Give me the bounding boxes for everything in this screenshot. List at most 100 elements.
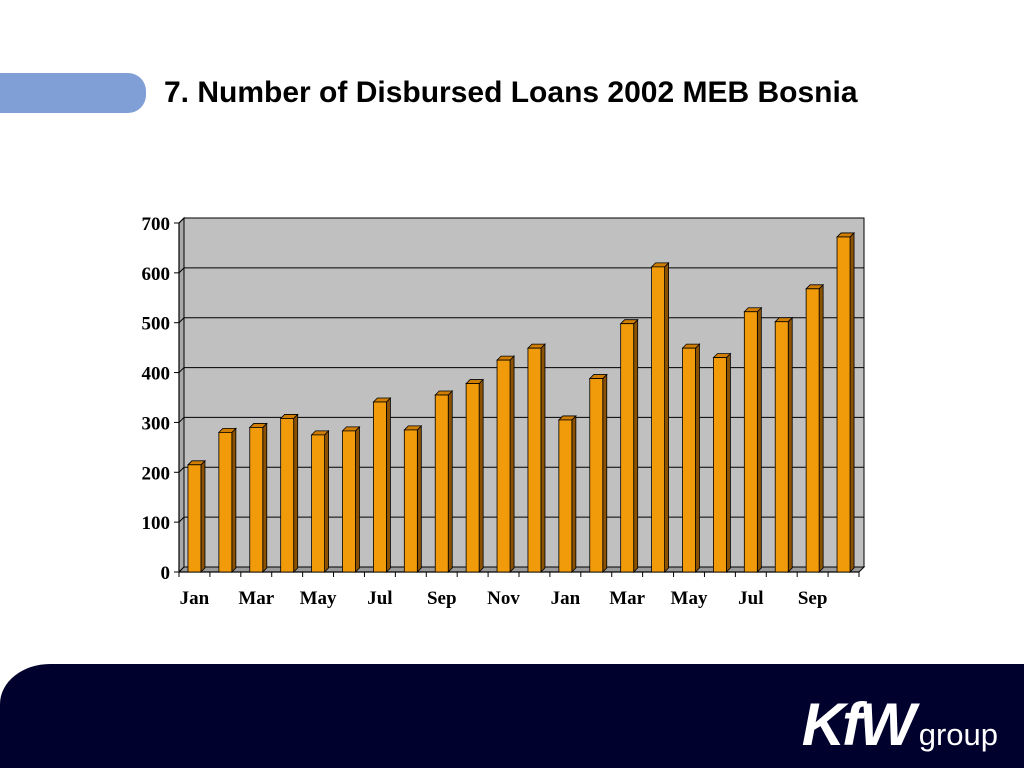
plot-side-wall bbox=[178, 216, 185, 574]
bar bbox=[341, 425, 361, 573]
bar-front bbox=[280, 418, 295, 573]
bar bbox=[650, 261, 670, 573]
bar-front bbox=[836, 236, 851, 573]
logo-group-text: group bbox=[918, 717, 998, 752]
bar bbox=[681, 343, 701, 573]
y-tick-label: 700 bbox=[142, 214, 171, 235]
x-axis-labels: Jan Mar May Jul Sep Nov Jan Mar May Jul Sep bbox=[180, 588, 828, 609]
bar-side bbox=[756, 306, 762, 573]
bar-side bbox=[293, 413, 299, 573]
bar-front bbox=[496, 359, 511, 573]
bar-front bbox=[187, 464, 202, 573]
bar-front bbox=[465, 383, 480, 573]
bar-front bbox=[249, 427, 264, 573]
bar-front bbox=[527, 347, 542, 573]
bar bbox=[805, 283, 825, 573]
x-tick-label: Jan bbox=[551, 588, 581, 609]
bar-side bbox=[386, 397, 391, 573]
bar-side bbox=[540, 343, 546, 573]
y-tick-label: 200 bbox=[142, 463, 171, 484]
x-tick-label: Mar bbox=[609, 588, 645, 609]
x-tick-label: Mar bbox=[238, 588, 274, 609]
bar bbox=[217, 427, 237, 573]
x-tick-label: Jan bbox=[180, 588, 210, 609]
x-tick-label: May bbox=[671, 588, 708, 609]
title-accent-tab bbox=[0, 73, 146, 113]
bar-side bbox=[509, 355, 515, 573]
bar bbox=[774, 316, 794, 573]
bar-chart: 0 100 200 300 400 500 600 700 Jan Mar May Jul Sep No… bbox=[142, 214, 866, 609]
bar-side bbox=[818, 283, 824, 573]
bar bbox=[434, 390, 454, 573]
bar-side bbox=[633, 318, 639, 573]
y-axis-labels: 0 100 200 300 400 500 600 700 bbox=[142, 214, 171, 584]
bar bbox=[588, 373, 608, 573]
bar-front bbox=[403, 429, 418, 573]
bar-side bbox=[262, 422, 268, 573]
bar-front bbox=[373, 401, 387, 573]
gridline-diag bbox=[178, 417, 185, 423]
bar bbox=[248, 422, 268, 573]
bar-side bbox=[602, 373, 608, 573]
kfw-group-logo: KfW group bbox=[802, 690, 998, 759]
bar-side bbox=[695, 343, 700, 573]
bar-front bbox=[311, 434, 325, 573]
bar-side bbox=[787, 316, 793, 573]
bar-front bbox=[434, 394, 449, 573]
bar-front bbox=[218, 431, 233, 573]
bar-side bbox=[664, 261, 669, 573]
y-tick-label: 100 bbox=[142, 513, 171, 534]
bar-front bbox=[589, 378, 604, 573]
gridline-diag bbox=[178, 267, 185, 274]
bar-side bbox=[571, 414, 577, 573]
bar-front bbox=[774, 321, 789, 573]
bar-front bbox=[342, 430, 356, 573]
bar-side bbox=[726, 352, 731, 573]
bar bbox=[310, 429, 330, 573]
bar-side bbox=[416, 424, 422, 573]
footer-band bbox=[0, 664, 1024, 768]
bar-side bbox=[849, 231, 855, 573]
gridline-diag bbox=[178, 217, 185, 224]
x-tick-label: Sep bbox=[798, 588, 828, 609]
y-tick-label: 300 bbox=[142, 413, 171, 434]
bar-side bbox=[478, 378, 484, 573]
y-tick-label: 500 bbox=[142, 314, 171, 335]
bar-side bbox=[447, 390, 453, 573]
bar bbox=[186, 459, 206, 573]
slide-title: 7. Number of Disbursed Loans 2002 MEB Bo… bbox=[164, 76, 858, 109]
bars bbox=[186, 231, 856, 573]
bar bbox=[743, 306, 763, 573]
bar bbox=[836, 231, 856, 573]
x-tick-label: Sep bbox=[427, 588, 457, 609]
bar-side bbox=[200, 459, 206, 573]
bar-front bbox=[805, 288, 820, 573]
bar bbox=[496, 355, 516, 573]
gridline-diag bbox=[178, 367, 185, 373]
bar bbox=[557, 414, 577, 573]
gridline-diag bbox=[178, 317, 185, 324]
bar bbox=[526, 343, 546, 573]
y-tick-label: 600 bbox=[142, 264, 171, 285]
bar-front bbox=[620, 323, 635, 573]
logo-wordmark: KfW bbox=[801, 691, 916, 758]
x-tick-label: Nov bbox=[487, 588, 520, 609]
bar bbox=[465, 378, 485, 573]
bar-front bbox=[558, 419, 573, 573]
bar-side bbox=[231, 427, 237, 573]
bar-front bbox=[743, 311, 758, 573]
gridline-diag bbox=[178, 516, 185, 523]
bar-side bbox=[324, 429, 329, 573]
bar bbox=[372, 397, 392, 573]
bar-front bbox=[682, 347, 696, 573]
bar-side bbox=[355, 425, 360, 573]
x-tick-label: May bbox=[300, 588, 337, 609]
y-tick-label: 0 bbox=[161, 563, 171, 584]
bar-front bbox=[651, 266, 665, 573]
bar bbox=[712, 352, 732, 573]
bar bbox=[403, 424, 423, 573]
bar bbox=[619, 318, 639, 573]
x-tick-label: Jul bbox=[367, 588, 392, 609]
y-tick-label: 400 bbox=[142, 364, 171, 385]
x-tick-label: Jul bbox=[738, 588, 763, 609]
